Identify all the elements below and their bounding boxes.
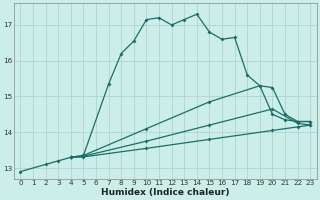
X-axis label: Humidex (Indice chaleur): Humidex (Indice chaleur): [101, 188, 229, 197]
